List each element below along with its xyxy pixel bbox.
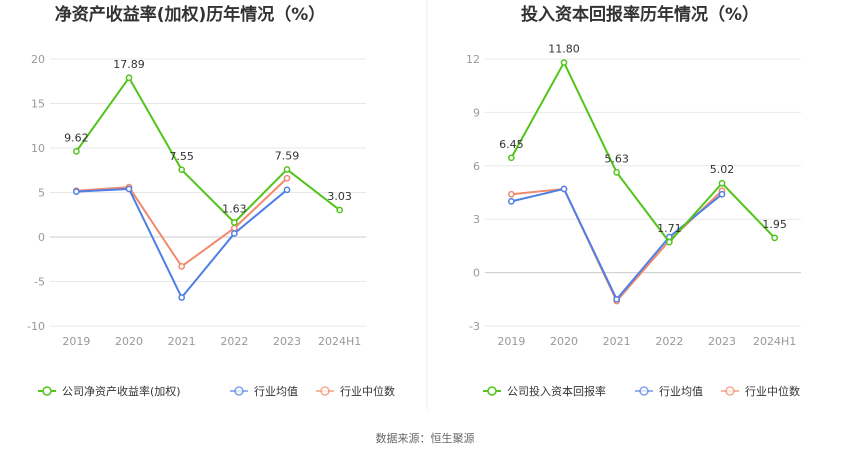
x-tick-label: 2022 <box>220 335 248 348</box>
legend-marker-icon <box>234 386 244 396</box>
y-tick-label: 6 <box>473 160 480 173</box>
data-label: 5.02 <box>710 163 735 176</box>
series-line-company <box>75 76 341 224</box>
data-point-company <box>336 206 344 214</box>
x-tick-label: 2021 <box>603 335 631 348</box>
y-tick-label: 20 <box>31 53 45 66</box>
data-label: 5.63 <box>604 152 629 165</box>
y-tick-label: 3 <box>473 213 480 226</box>
data-label: 1.95 <box>762 218 787 231</box>
legend-label: 公司投入资本回报率 <box>507 384 606 398</box>
x-tick-label: 2024H1 <box>318 335 361 348</box>
y-tick-label: 0 <box>38 231 45 244</box>
series-line-avg <box>511 187 723 301</box>
chart-title: 净资产收益率(加权)历年情况（%） <box>55 4 326 25</box>
y-tick-label: -3 <box>469 320 480 333</box>
x-tick-label: 2020 <box>115 335 143 348</box>
data-point-avg <box>178 294 186 301</box>
data-point-median <box>230 224 238 232</box>
legend-item-company: 公司净资产收益率(加权) <box>38 384 181 398</box>
legend-label: 行业均值 <box>659 385 703 398</box>
legend-label: 行业中位数 <box>340 384 395 398</box>
data-point-company <box>771 234 779 242</box>
legend-marker-icon <box>42 386 52 396</box>
legend-label: 行业均值 <box>254 385 298 398</box>
y-tick-label: -5 <box>34 276 45 289</box>
y-tick-label: 5 <box>38 187 45 200</box>
data-point-company <box>718 179 726 187</box>
series-line-median <box>76 177 288 268</box>
data-label: 17.89 <box>113 58 145 71</box>
y-tick-label: -10 <box>27 320 45 333</box>
chart-panel-2: 投入资本回报率历年情况（%） 12 9 6 3 0 -3 2019 2020 2021 2022 20… <box>466 4 801 398</box>
data-point-avg <box>560 185 568 193</box>
data-label: 6.45 <box>499 138 524 151</box>
data-point-avg <box>613 295 621 303</box>
data-point-avg <box>230 230 238 237</box>
data-point-company <box>72 148 80 155</box>
x-tick-label: 2023 <box>273 335 301 348</box>
data-label: 1.71 <box>657 222 682 235</box>
data-label: 3.03 <box>327 190 352 203</box>
legend-item-avg: 行业均值 <box>635 385 703 398</box>
data-label: 7.59 <box>275 149 300 162</box>
data-point-avg <box>283 186 291 194</box>
legend-label: 公司净资产收益率(加权) <box>62 384 181 398</box>
legend-marker-icon <box>725 386 735 396</box>
data-label: 11.80 <box>548 43 580 56</box>
x-tick-label: 2023 <box>708 335 736 348</box>
data-point-company <box>613 169 621 176</box>
data-point-median <box>283 174 291 182</box>
x-tick-label: 2024H1 <box>753 335 796 348</box>
legend-item-median: 行业中位数 <box>721 384 800 398</box>
data-point-avg <box>507 198 515 205</box>
x-tick-label: 2019 <box>497 335 525 348</box>
data-label: 1.63 <box>222 202 247 215</box>
data-point-median <box>507 190 515 198</box>
series-line-median <box>511 187 723 303</box>
data-point-median <box>178 263 186 270</box>
data-point-avg <box>125 185 133 193</box>
legend-item-avg: 行业均值 <box>230 385 298 398</box>
data-label: 9.62 <box>64 131 89 144</box>
x-tick-label: 2019 <box>62 335 90 348</box>
data-point-company <box>507 154 515 162</box>
legend-item-company: 公司投入资本回报率 <box>483 384 606 398</box>
y-tick-label: 12 <box>466 53 480 66</box>
data-point-avg <box>718 190 726 198</box>
y-tick-label: 10 <box>31 142 45 155</box>
data-point-company <box>125 74 133 82</box>
x-tick-label: 2022 <box>655 335 683 348</box>
y-tick-label: 0 <box>473 267 480 280</box>
y-tick-label: 15 <box>31 98 45 111</box>
legend-marker-icon <box>487 386 497 396</box>
legend-item-median: 行业中位数 <box>316 384 395 398</box>
legend-marker-icon <box>639 386 649 396</box>
data-point-company <box>283 166 291 173</box>
data-point-company <box>665 238 673 246</box>
y-tick-label: 9 <box>473 106 480 119</box>
x-tick-label: 2021 <box>168 335 196 348</box>
chart-panel-1: 净资产收益率(加权)历年情况（%） 20 15 10 5 0 -5 -10 2019 2020 20… <box>27 4 395 398</box>
data-point-company <box>230 219 238 226</box>
x-tick-label: 2020 <box>550 335 578 348</box>
legend-marker-icon <box>320 386 330 396</box>
data-point-company <box>560 59 568 66</box>
data-source-text: 数据来源：恒生聚源 <box>376 431 475 445</box>
data-label: 7.55 <box>169 150 194 163</box>
legend-label: 行业中位数 <box>745 384 800 398</box>
data-point-company <box>178 166 186 174</box>
series-line-company <box>510 61 776 244</box>
chart-title: 投入资本回报率历年情况（%） <box>521 4 759 25</box>
data-point-avg <box>72 188 80 195</box>
